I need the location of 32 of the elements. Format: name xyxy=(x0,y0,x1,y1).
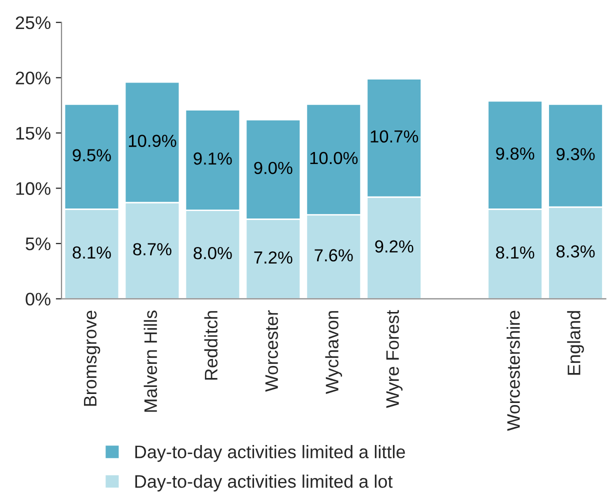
legend-label: Day-to-day activities limited a lot xyxy=(135,474,393,492)
data-label: 8.7% xyxy=(133,243,172,256)
x-tick-label: Wyre Forest xyxy=(386,310,403,408)
x-tick-label: Wychavon xyxy=(325,311,342,394)
y-tick-label: 10% xyxy=(16,182,50,195)
x-tick-label: Bromsgrove xyxy=(84,310,100,406)
data-label: 8.3% xyxy=(556,245,595,258)
data-label: 10.0% xyxy=(310,152,358,164)
data-label: 9.1% xyxy=(194,152,232,165)
data-label: 9.8% xyxy=(496,147,534,160)
data-label: 8.1% xyxy=(496,246,534,259)
y-tick-label: 0% xyxy=(26,292,50,306)
data-label: 9.3% xyxy=(556,148,595,160)
data-label: 9.0% xyxy=(254,162,292,174)
legend-label: Day-to-day activities limited a little xyxy=(135,445,405,462)
y-tick-label: 20% xyxy=(16,72,50,84)
y-tick-label: 5% xyxy=(26,238,50,250)
x-tick-label: Redditch xyxy=(204,311,218,380)
x-tick-label: Malvern Hills xyxy=(144,310,158,412)
data-label: 7.2% xyxy=(254,251,292,264)
data-label: 7.6% xyxy=(314,249,353,262)
x-tick-label: England xyxy=(567,311,584,375)
x-tick-label: Worcestershire xyxy=(506,310,520,431)
y-tick-label: 15% xyxy=(16,126,50,140)
data-label: 8.0% xyxy=(194,246,232,260)
data-label: 10.7% xyxy=(370,130,418,143)
data-label: 9.5% xyxy=(72,149,111,162)
data-label: 10.9% xyxy=(128,134,176,148)
data-label: 8.1% xyxy=(72,246,111,259)
x-tick-label: Worcester xyxy=(265,310,278,392)
y-tick-label: 25% xyxy=(16,16,50,30)
data-label: 9.2% xyxy=(375,240,414,253)
